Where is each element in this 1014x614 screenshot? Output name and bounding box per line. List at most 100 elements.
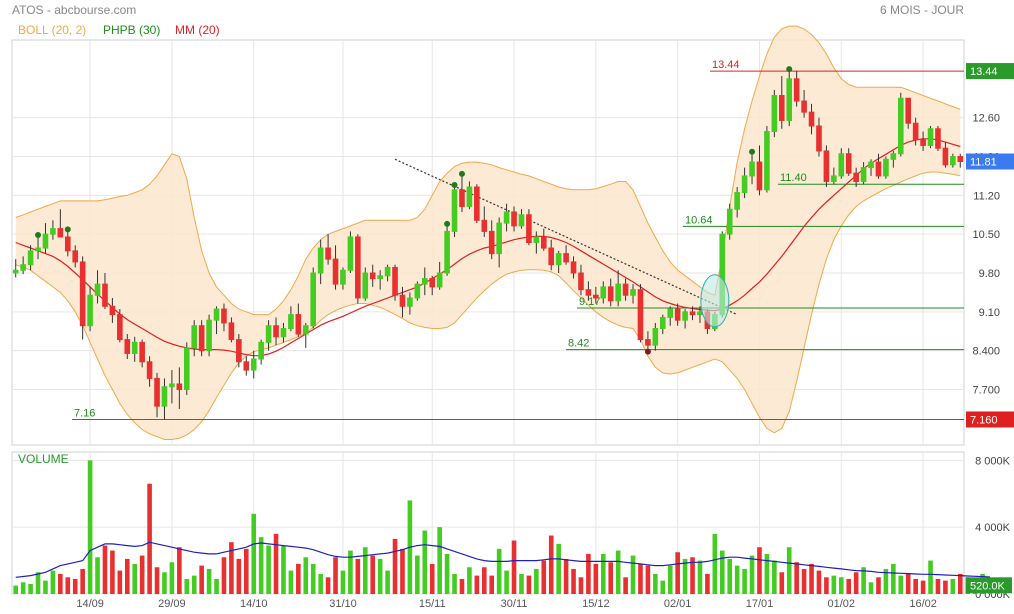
candle-body <box>444 230 450 274</box>
volume-bar <box>459 578 465 594</box>
candle <box>607 278 614 307</box>
volume-bar <box>638 563 643 594</box>
volume-bar <box>779 572 785 594</box>
candle-body <box>659 316 666 329</box>
candle-body <box>169 383 175 388</box>
candle <box>868 159 874 176</box>
candle-body <box>280 327 287 338</box>
candle <box>793 71 800 107</box>
candle-body <box>756 161 763 191</box>
volume-bar <box>162 572 167 594</box>
volume-bar <box>481 567 487 594</box>
volume-bar <box>191 575 197 594</box>
legend-phpb: PHPB (30) <box>103 23 160 37</box>
legend-moving-average: MM (20) <box>175 23 220 37</box>
candle <box>12 259 19 278</box>
candle-body <box>749 161 755 177</box>
volume-bar <box>920 580 926 594</box>
volume-bar <box>608 562 614 594</box>
candle <box>35 236 41 260</box>
candle <box>169 370 175 404</box>
candle <box>540 228 547 251</box>
candle <box>295 303 302 337</box>
volume-bar <box>303 557 309 594</box>
candle-body <box>674 308 681 321</box>
candle-body <box>258 341 264 360</box>
volume-bar <box>362 547 368 594</box>
price-badge-high-bg <box>966 63 1014 80</box>
volume-bar <box>719 550 725 594</box>
volume-bar <box>214 578 219 594</box>
candle <box>399 286 406 318</box>
candle-body <box>488 230 495 255</box>
volume-bar <box>392 538 398 594</box>
volume-bar <box>184 578 190 594</box>
candle-body <box>697 311 703 316</box>
candle-body <box>771 94 778 133</box>
candle <box>756 145 763 196</box>
x-axis: 14/09 29/09 14/10 31/10 15/11 30/11 15/12 02/01… <box>76 598 937 610</box>
candle <box>808 103 815 135</box>
candle-body <box>384 266 391 277</box>
volume-bar <box>258 537 264 594</box>
candle-body <box>198 325 205 352</box>
volume-bar <box>653 573 658 594</box>
candle-body <box>816 125 822 152</box>
candle <box>79 256 86 340</box>
candle <box>548 239 555 271</box>
breakout-ellipse <box>700 274 730 328</box>
candle-body <box>35 247 41 252</box>
candle-body <box>503 211 510 224</box>
volume-bar <box>325 577 331 594</box>
candle-body <box>912 122 919 141</box>
candle <box>206 314 212 357</box>
chart-title: ATOS - abcbourse.com <box>12 3 136 17</box>
candle <box>221 303 227 332</box>
candle-body <box>221 308 227 324</box>
candle <box>726 203 733 240</box>
candle-body <box>392 266 398 296</box>
candle-body <box>667 308 674 318</box>
candle <box>526 209 532 246</box>
candle-body <box>570 261 577 274</box>
pivot-high-marker <box>451 182 458 189</box>
volume-bar <box>117 570 123 594</box>
x-tick-label: 02/01 <box>664 598 692 610</box>
volume-bar <box>757 547 762 594</box>
candle <box>734 187 740 218</box>
candle-body <box>622 283 629 296</box>
volume-bar <box>868 582 874 594</box>
candle <box>533 231 540 254</box>
pivot-high-marker <box>786 66 793 73</box>
y-tick-label: 10.50 <box>972 229 1000 241</box>
candle-body <box>481 219 488 232</box>
volume-bar <box>526 575 532 594</box>
candle-body <box>474 186 480 221</box>
volume-bar <box>400 548 405 594</box>
candle <box>243 356 250 376</box>
candle-body <box>682 311 688 321</box>
pivot-high-marker <box>749 148 756 155</box>
candle-body <box>845 153 852 174</box>
candle-body <box>57 228 64 238</box>
volume-bar <box>169 562 175 594</box>
chart-period: 6 MOIS - JOUR <box>880 3 964 17</box>
x-tick-label: 01/02 <box>828 598 856 610</box>
candle <box>280 322 287 343</box>
x-tick-label: 15/12 <box>582 598 610 610</box>
candle <box>927 125 934 149</box>
candle <box>444 225 450 276</box>
x-tick-label: 17/01 <box>746 598 774 610</box>
volume-bar <box>429 563 435 594</box>
price-badge-last: 11.81 <box>966 153 1014 170</box>
candle <box>392 264 398 301</box>
candle-body <box>12 269 19 274</box>
volume-bar <box>281 545 286 594</box>
candle-body <box>124 339 131 354</box>
candle-body <box>109 305 116 316</box>
volume-y-tick-label: 8 000K <box>975 455 1011 467</box>
candle-body <box>459 189 465 207</box>
volume-bar <box>35 572 41 594</box>
volume-bar <box>154 567 160 594</box>
